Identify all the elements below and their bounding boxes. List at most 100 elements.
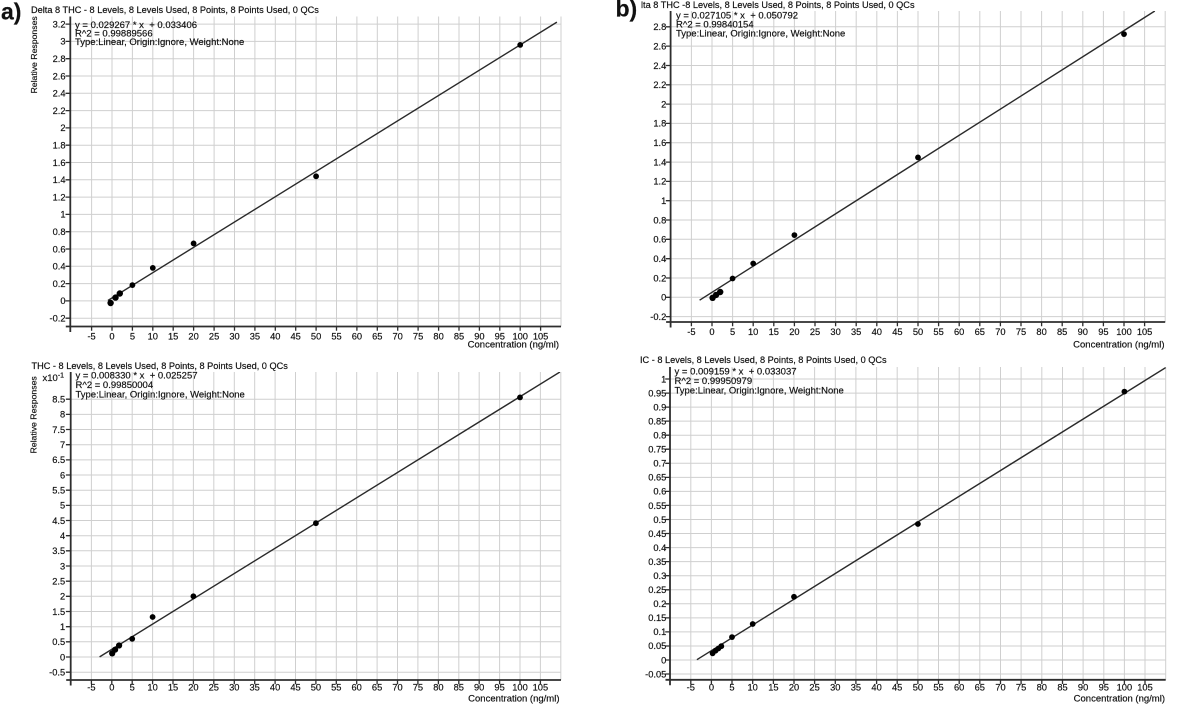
svg-text:7: 7: [60, 440, 65, 450]
svg-text:50: 50: [311, 332, 321, 342]
svg-text:0.55: 0.55: [648, 501, 666, 511]
svg-text:1.4: 1.4: [653, 157, 666, 167]
svg-text:105: 105: [1137, 327, 1153, 337]
svg-text:60: 60: [954, 327, 964, 337]
svg-text:80: 80: [433, 332, 443, 342]
svg-text:1: 1: [661, 196, 666, 206]
svg-text:0.65: 0.65: [648, 473, 666, 483]
svg-text:b): b): [616, 0, 638, 22]
svg-text:0.05: 0.05: [648, 641, 666, 651]
svg-text:100: 100: [1117, 683, 1133, 693]
svg-text:5.5: 5.5: [52, 486, 65, 496]
svg-text:Concentration (ng/ml): Concentration (ng/ml): [1073, 340, 1164, 351]
svg-text:1.6: 1.6: [53, 158, 66, 168]
svg-text:8: 8: [60, 410, 65, 420]
svg-text:0: 0: [709, 683, 714, 693]
svg-text:1.8: 1.8: [653, 119, 666, 129]
svg-text:-5: -5: [687, 327, 695, 337]
svg-text:40: 40: [872, 327, 882, 337]
svg-text:-0.5: -0.5: [49, 668, 65, 678]
svg-text:Concentration (ng/ml): Concentration (ng/ml): [468, 694, 559, 705]
svg-text:60: 60: [352, 683, 362, 693]
svg-text:-5: -5: [687, 683, 695, 693]
svg-text:0: 0: [709, 327, 714, 337]
svg-text:5: 5: [729, 683, 734, 693]
svg-text:45: 45: [892, 683, 902, 693]
svg-text:R^2 = 0.99889566: R^2 = 0.99889566: [75, 29, 153, 40]
svg-text:5: 5: [730, 327, 735, 337]
svg-text:a): a): [1, 0, 21, 25]
svg-text:0.8: 0.8: [653, 431, 666, 441]
svg-text:Relative Responses: Relative Responses: [29, 16, 39, 94]
svg-text:105: 105: [1137, 683, 1153, 693]
svg-text:Concentration (ng/ml): Concentration (ng/ml): [468, 340, 559, 351]
svg-text:10: 10: [748, 683, 758, 693]
svg-text:2: 2: [60, 123, 65, 133]
svg-text:R^2 = 0.99840154: R^2 = 0.99840154: [676, 20, 754, 31]
svg-text:15: 15: [768, 683, 778, 693]
svg-text:0.5: 0.5: [653, 515, 666, 525]
svg-text:20: 20: [188, 332, 198, 342]
svg-text:95: 95: [1098, 327, 1108, 337]
svg-text:40: 40: [270, 332, 280, 342]
svg-text:2.4: 2.4: [653, 61, 666, 71]
svg-text:0: 0: [60, 296, 65, 306]
svg-text:2.8: 2.8: [653, 22, 666, 32]
svg-text:2: 2: [60, 592, 65, 602]
svg-text:0.5: 0.5: [52, 637, 65, 647]
svg-text:85: 85: [1057, 683, 1067, 693]
svg-text:2.8: 2.8: [53, 54, 66, 64]
svg-text:1: 1: [60, 622, 65, 632]
svg-text:0.1: 0.1: [653, 627, 666, 637]
svg-text:90: 90: [474, 683, 484, 693]
svg-text:0.15: 0.15: [648, 613, 666, 623]
svg-text:25: 25: [810, 327, 820, 337]
svg-text:95: 95: [494, 683, 504, 693]
svg-text:65: 65: [975, 327, 985, 337]
svg-text:0: 0: [661, 293, 666, 303]
svg-text:1.8: 1.8: [53, 141, 66, 151]
svg-text:-5: -5: [87, 332, 95, 342]
svg-text:-0.05: -0.05: [645, 669, 666, 679]
svg-text:-0.2: -0.2: [49, 314, 65, 324]
svg-text:5: 5: [130, 332, 135, 342]
svg-text:0.6: 0.6: [653, 487, 666, 497]
svg-text:60: 60: [352, 332, 362, 342]
svg-text:25: 25: [209, 332, 219, 342]
svg-text:0.45: 0.45: [648, 529, 666, 539]
svg-text:2.2: 2.2: [53, 106, 66, 116]
svg-text:0.8: 0.8: [653, 215, 666, 225]
svg-text:2.6: 2.6: [53, 71, 66, 81]
svg-text:Type:Linear, Origin:Ignore, We: Type:Linear, Origin:Ignore, Weight:None: [675, 386, 844, 397]
svg-text:90: 90: [1078, 327, 1088, 337]
svg-text:85: 85: [1057, 327, 1067, 337]
svg-text:20: 20: [789, 327, 799, 337]
svg-text:lta 8 THC -8 Levels, 8 Levels: lta 8 THC -8 Levels, 8 Levels Used, 8 Po…: [641, 0, 915, 10]
svg-text:35: 35: [250, 332, 260, 342]
svg-text:70: 70: [392, 683, 402, 693]
svg-text:0.3: 0.3: [653, 571, 666, 581]
svg-text:20: 20: [789, 683, 799, 693]
svg-text:45: 45: [290, 683, 300, 693]
svg-text:55: 55: [933, 327, 943, 337]
svg-text:Type:Linear, Origin:Ignore, We: Type:Linear, Origin:Ignore, Weight:None: [75, 37, 244, 48]
svg-text:100: 100: [1116, 327, 1132, 337]
svg-text:y = 0.027105 * x + 0.050792: y = 0.027105 * x + 0.050792: [676, 11, 798, 22]
svg-text:0.8: 0.8: [53, 227, 66, 237]
svg-text:100: 100: [512, 683, 528, 693]
svg-text:R^2 = 0.99850004: R^2 = 0.99850004: [76, 380, 154, 391]
svg-text:65: 65: [372, 683, 382, 693]
svg-text:55: 55: [331, 683, 341, 693]
svg-text:0: 0: [661, 655, 666, 665]
svg-text:60: 60: [954, 683, 964, 693]
svg-text:1.4: 1.4: [53, 175, 66, 185]
svg-text:0.2: 0.2: [53, 279, 66, 289]
svg-text:1: 1: [60, 210, 65, 220]
svg-text:2: 2: [661, 99, 666, 109]
svg-text:0.6: 0.6: [653, 235, 666, 245]
svg-text:95: 95: [495, 332, 505, 342]
svg-text:30: 30: [830, 683, 840, 693]
svg-text:105: 105: [533, 332, 549, 342]
svg-text:10: 10: [748, 327, 758, 337]
svg-text:10: 10: [147, 683, 157, 693]
